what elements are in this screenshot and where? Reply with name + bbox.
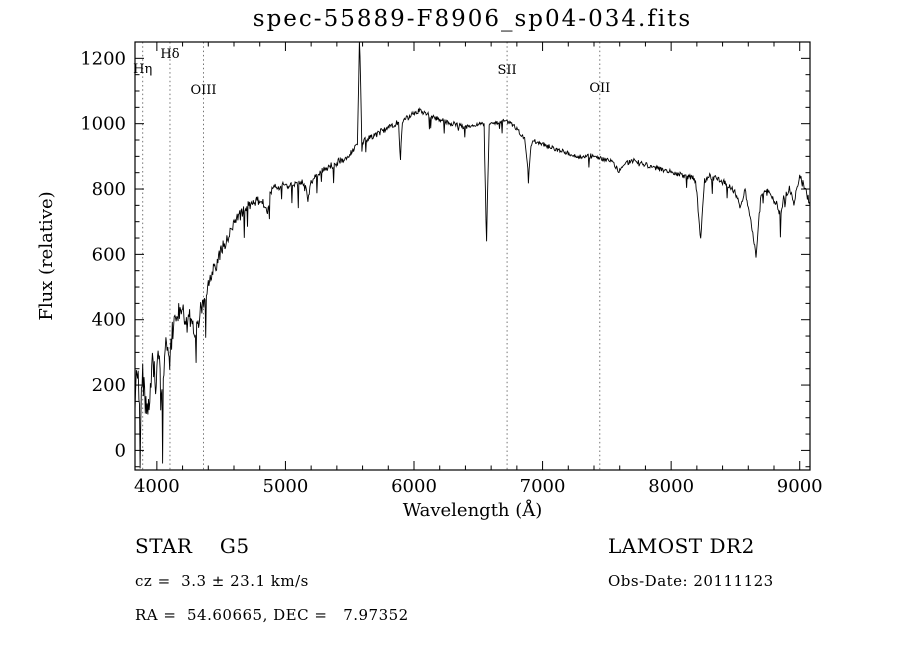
obs-date-text: Obs-Date: 20111123 [608,572,774,590]
y-tick-label: 1200 [80,48,126,69]
spectrum-line [135,42,810,469]
y-axis-label: Flux (relative) [36,191,57,320]
ra-dec-text: RA = 54.60665, DEC = 7.97352 [135,606,409,624]
x-tick-label: 5000 [263,476,309,497]
survey-text: LAMOST DR2 [608,534,755,558]
cz-velocity-text: cz = 3.3 ± 23.1 km/s [135,572,309,590]
marker-label: Hδ [160,47,179,62]
plot-frame [134,41,811,471]
y-tick-label: 600 [92,244,126,265]
spectrum-plot: Hη Hδ OIII SII OII 4000 5000 6000 7000 8000 9000 0 2… [36,6,823,521]
x-axis-label: Wavelength (Å) [403,499,543,521]
y-tick-label: 800 [92,179,126,200]
spectral-line-markers: Hη Hδ OIII SII OII [133,42,610,470]
x-tick-label: 4000 [134,476,180,497]
y-tick-label: 0 [115,440,126,461]
marker-label: OII [589,81,610,96]
tick-labels: 4000 5000 6000 7000 8000 9000 0 200 400 600 800 100… [80,48,822,497]
y-tick-label: 200 [92,375,126,396]
figure-title: spec-55889-F8906_sp04-034.fits [253,6,692,32]
x-tick-label: 6000 [391,476,437,497]
x-tick-label: 9000 [777,476,823,497]
y-tick-label: 1000 [80,114,126,135]
object-class-text: STAR G5 [135,534,250,558]
axis-ticks [135,41,810,470]
x-tick-label: 8000 [648,476,694,497]
marker-label: Hη [133,62,152,77]
x-tick-label: 7000 [520,476,566,497]
marker-label: SII [497,63,516,78]
marker-label: OIII [190,83,216,98]
y-tick-label: 400 [92,310,126,331]
